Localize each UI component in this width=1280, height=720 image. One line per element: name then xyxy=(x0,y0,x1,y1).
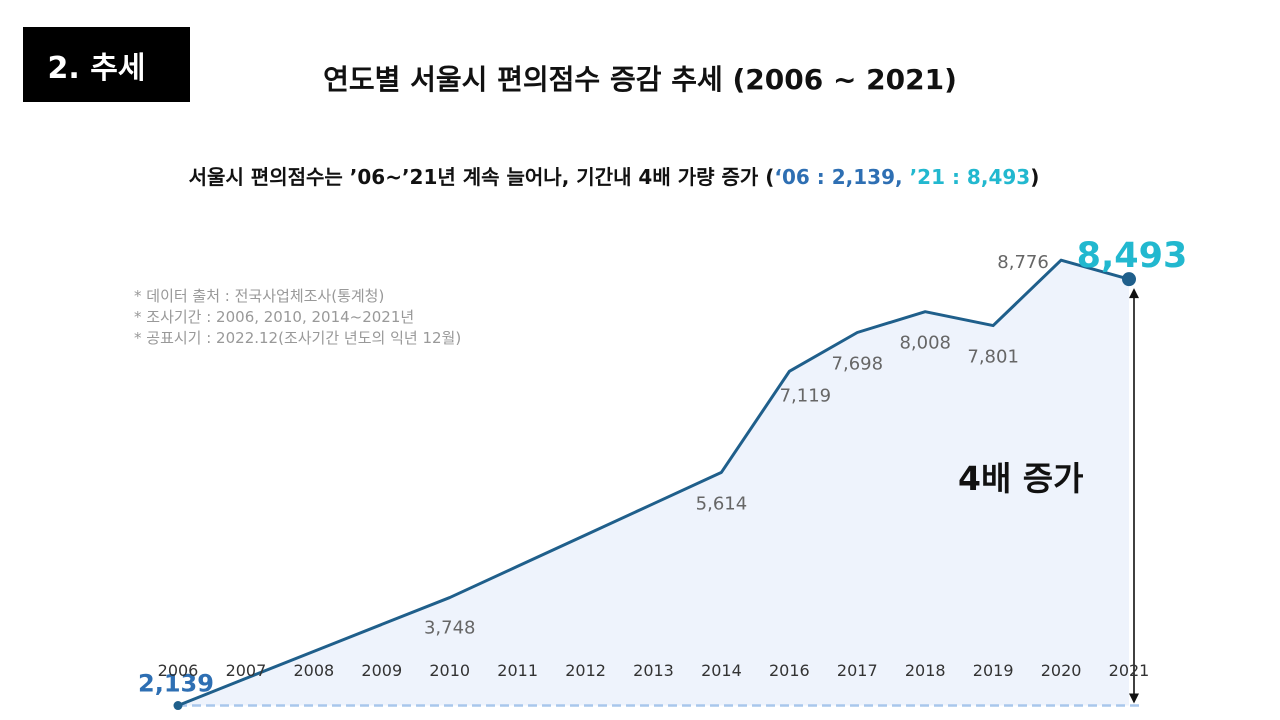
note-publication: * 공표시기 : 2022.12(조사기간 년도의 익년 12월) xyxy=(134,329,462,347)
growth-arrow-head-bottom xyxy=(1129,693,1139,704)
note-source: * 데이터 출처 : 전국사업체조사(통계청) xyxy=(134,287,385,305)
x-tick-label-2009: 2009 xyxy=(361,661,402,680)
x-tick-label-2010: 2010 xyxy=(429,661,470,680)
growth-annotation: 4배 증가 xyxy=(958,459,1084,498)
note-period: * 조사기간 : 2006, 2010, 2014~2021년 xyxy=(134,308,415,326)
data-label-2020: 8,776 xyxy=(997,252,1049,273)
data-label-2016: 7,119 xyxy=(780,385,832,406)
x-tick-label-2013: 2013 xyxy=(633,661,674,680)
data-label-2021: 8,493 xyxy=(1077,236,1188,276)
x-tick-label-2008: 2008 xyxy=(293,661,334,680)
x-tick-label-2012: 2012 xyxy=(565,661,606,680)
x-tick-label-2006: 2006 xyxy=(158,661,199,680)
x-tick-label-2021: 2021 xyxy=(1109,661,1150,680)
page-title: 연도별 서울시 편의점수 증감 추세 (2006 ~ 2021) xyxy=(323,63,957,96)
x-tick-label-2007: 2007 xyxy=(226,661,267,680)
series-line xyxy=(177,258,1130,707)
x-tick-label-2017: 2017 xyxy=(837,661,878,680)
summary-text: 서울시 편의점수는 ’06~’21년 계속 늘어나, 기간내 4배 가량 증가 … xyxy=(188,165,775,189)
data-label-2017: 7,698 xyxy=(832,354,884,375)
data-label-2014: 5,614 xyxy=(696,493,748,514)
summary-separator: , xyxy=(895,165,910,189)
summary-end-value: ’21 : 8,493 xyxy=(909,165,1031,189)
section-badge: 2. 추세 xyxy=(23,27,190,102)
summary-close: ) xyxy=(1030,165,1040,189)
data-label-2006: 2,139 xyxy=(138,670,214,698)
data-label-2019: 7,801 xyxy=(967,347,1019,368)
x-tick-label-2014: 2014 xyxy=(701,661,742,680)
x-tick-label-2018: 2018 xyxy=(905,661,946,680)
x-tick-label-2020: 2020 xyxy=(1041,661,1082,680)
x-tick-label-2016: 2016 xyxy=(769,661,810,680)
source-notes: * 데이터 출처 : 전국사업체조사(통계청) * 조사기간 : 2006, 2… xyxy=(134,286,461,349)
data-label-2018: 8,008 xyxy=(899,333,951,354)
end-point-marker xyxy=(1122,272,1136,287)
summary-line: 서울시 편의점수는 ’06~’21년 계속 늘어나, 기간내 4배 가량 증가 … xyxy=(0,161,1228,190)
growth-arrow-head-top xyxy=(1129,288,1139,299)
start-point-marker xyxy=(173,701,183,711)
data-label-2010: 3,748 xyxy=(424,618,476,639)
x-tick-label-2011: 2011 xyxy=(497,661,538,680)
area-fill xyxy=(178,260,1129,706)
summary-start-value: ‘06 : 2,139 xyxy=(774,165,896,189)
section-label: 2. 추세 xyxy=(47,50,146,86)
x-tick-label-2019: 2019 xyxy=(973,661,1014,680)
